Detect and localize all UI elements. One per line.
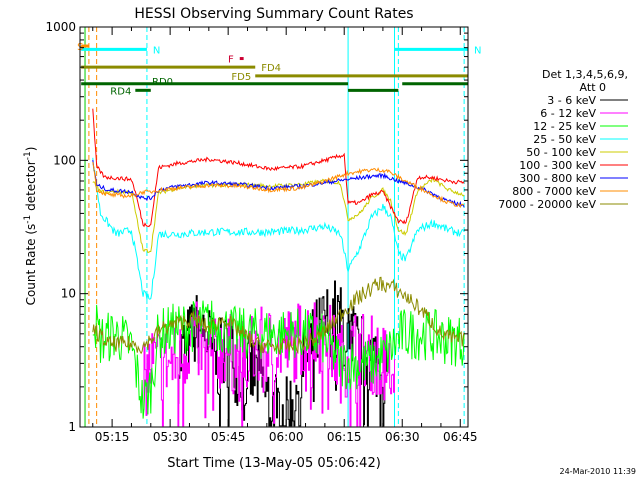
flag-label-rd4-8: RD4 — [110, 86, 131, 97]
flag-label-rd0-6: RD0 — [152, 77, 173, 88]
legend-label-4: 50 - 100 keV — [526, 146, 596, 159]
series-line-5 — [92, 108, 465, 228]
y-axis-label-mid: detector — [24, 160, 38, 215]
y-tick-label-3: 1000 — [45, 20, 76, 34]
y-tick-label-1: 10 — [61, 287, 76, 301]
y-tick-label-2: 100 — [53, 153, 76, 167]
y-axis-label-end: ) — [24, 147, 38, 152]
series-line-8 — [92, 276, 465, 355]
x-tick-label-4: 06:15 — [327, 430, 362, 444]
y-axis-label: Count Rate (s-1 detector-1) — [23, 147, 38, 306]
legend-label-5: 100 - 300 keV — [519, 159, 596, 172]
x-tick-label-3: 06:00 — [269, 430, 304, 444]
legend-label-3: 25 - 50 keV — [533, 133, 596, 146]
flag-label-fd4-4: FD4 — [261, 63, 281, 74]
series-line-1 — [143, 301, 396, 427]
x-tick-label-6: 06:45 — [443, 430, 478, 444]
x-tick-label-1: 05:30 — [153, 430, 188, 444]
legend-label-0: 3 - 6 keV — [547, 94, 596, 107]
legend-label-1: 6 - 12 keV — [540, 107, 596, 120]
series-line-7 — [92, 162, 465, 209]
flag-label-n-1: N — [153, 45, 160, 56]
x-axis-label: Start Time (13-May-05 05:06:42) — [167, 456, 381, 471]
x-tick-label-0: 05:15 — [95, 430, 130, 444]
legend-title-2: Att 0 — [580, 81, 606, 94]
y-axis-label-main: Count Rate (s — [24, 224, 38, 306]
legend-label-7: 800 - 7000 keV — [512, 185, 596, 198]
x-tick-label-2: 05:45 — [211, 430, 246, 444]
y-axis-label-sup1: -1 — [23, 215, 33, 224]
legend-title-1: Det 1,3,4,5,6,9, — [542, 68, 628, 81]
timestamp: 24-Mar-2010 11:39 — [560, 467, 637, 476]
flag-label-n-2: N — [474, 45, 481, 56]
legend-label-2: 12 - 25 keV — [533, 120, 596, 133]
legend-label-8: 7000 - 20000 keV — [498, 198, 596, 211]
y-axis-label-sup2: -1 — [23, 151, 33, 160]
plot-content — [81, 27, 468, 427]
chart-title: HESSI Observing Summary Count Rates — [134, 6, 413, 22]
y-tick-label-0: 1 — [68, 420, 76, 434]
axes: 05:15 05:30 05:45 06:00 06:15 06:30 06:45 1 10 10… — [45, 20, 477, 444]
plot-frame — [79, 26, 469, 428]
series-line-4 — [92, 177, 465, 253]
flag-label-fd5-5: FD5 — [231, 72, 251, 83]
x-tick-label-5: 06:30 — [385, 430, 420, 444]
legend-label-6: 300 - 800 keV — [519, 172, 596, 185]
series-line-3 — [92, 157, 465, 300]
flag-label-f-3: F — [228, 55, 234, 66]
series-line-2 — [92, 300, 465, 419]
